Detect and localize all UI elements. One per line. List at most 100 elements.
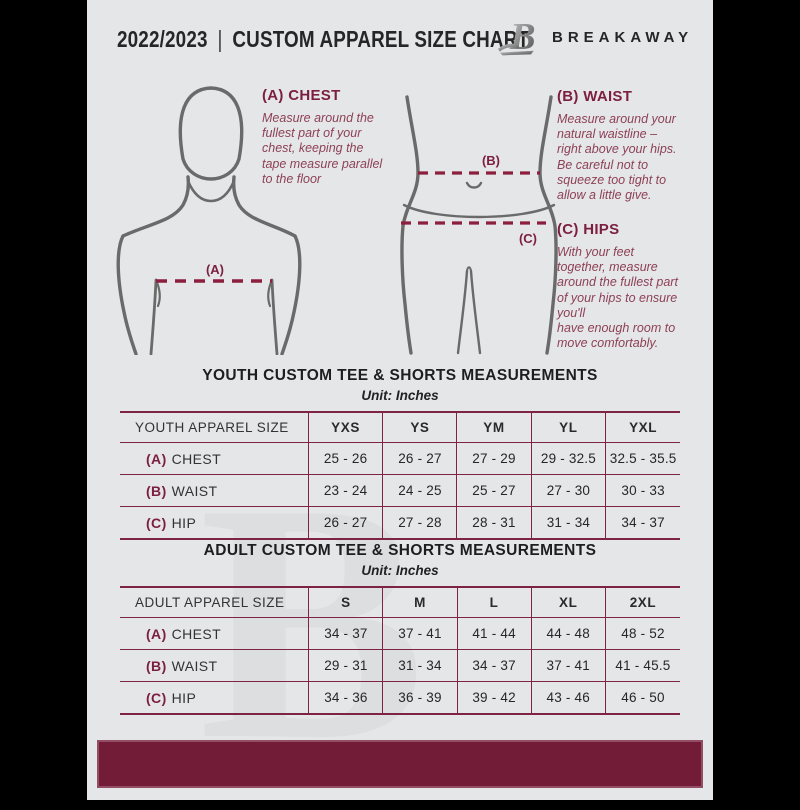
- title-separator: |: [217, 26, 223, 52]
- apparel-size-header: ADULT APPAREL SIZE: [135, 595, 285, 610]
- waist-instructions-title: (B) WAIST: [557, 88, 633, 105]
- measurement-label-cell: (C) HIP: [120, 682, 309, 715]
- size-column-header: M: [382, 587, 458, 618]
- size-range-cell: 36 - 39: [382, 681, 458, 714]
- row-label: WAIST: [171, 657, 218, 674]
- upper-body-diagram: (A): [116, 86, 302, 355]
- right-shoulder-outline: [231, 175, 297, 238]
- left-black-bar: [0, 0, 87, 800]
- size-range-cell: 41 - 44: [456, 617, 532, 650]
- size-range-cell: 26 - 27: [382, 442, 457, 475]
- waist-instructions-text: Measure around your natural waistline – …: [557, 112, 677, 203]
- adult-table-unit: Unit: Inches: [361, 563, 439, 578]
- measurement-label-cell: (C) HIP: [120, 507, 308, 540]
- measurement-label-cell: (A) CHEST: [120, 443, 308, 475]
- measurement-label-cell: (B) WAIST: [120, 650, 309, 682]
- size-column-header: L: [456, 587, 532, 618]
- size-range-cell: 37 - 41: [382, 617, 458, 650]
- measurement-row: (A) CHEST 25 - 26 26 - 27 27 - 29 29 - 32.5 32…: [120, 442, 680, 475]
- size-column-header: YXS: [307, 412, 383, 443]
- left-arm-outline: [116, 234, 138, 355]
- chest-instructions-text: Measure around the fullest part of your …: [262, 111, 383, 186]
- size-range-cell: 41 - 45.5: [604, 649, 680, 682]
- size-column-header: YXL: [605, 412, 680, 443]
- youth-table-unit: Unit: Inches: [361, 388, 439, 403]
- size-range-cell: 46 - 50: [604, 681, 680, 714]
- size-header-row: YOUTH APPAREL SIZE YXS YS YM YL YXL: [120, 412, 680, 443]
- crotch-cap: [466, 266, 472, 272]
- size-range-cell: 25 - 26: [307, 442, 383, 475]
- measurement-label-cell: (B) WAIST: [120, 475, 308, 507]
- size-range-cell: 39 - 42: [456, 681, 532, 714]
- hips-instructions-text: With your feet together, measure around …: [557, 245, 678, 351]
- size-range-cell: 24 - 25: [382, 474, 457, 507]
- size-range-cell: 32.5 - 35.5: [605, 442, 680, 475]
- measurement-row: (C) HIP 34 - 36 36 - 39 39 - 42 43 - 46 46 - 5…: [120, 681, 680, 715]
- row-label: WAIST: [171, 482, 218, 499]
- brand-lockup: B BREAKAWAY: [497, 15, 693, 59]
- size-column-header: XL: [530, 587, 606, 618]
- size-header-row: ADULT APPAREL SIZE S M L XL 2XL: [120, 587, 680, 618]
- breakaway-logo-icon: B: [498, 16, 536, 58]
- left-shoulder-outline: [121, 175, 191, 238]
- size-range-cell: 26 - 27: [307, 506, 383, 539]
- row-label: CHEST: [171, 450, 222, 467]
- size-range-cell: 43 - 46: [530, 681, 606, 714]
- hips-instructions-title: (C) HIPS: [557, 221, 620, 238]
- right-arm-outline: [280, 234, 302, 355]
- row-label: HIP: [171, 689, 197, 706]
- page-title: CUSTOM APPAREL SIZE CHART: [232, 26, 530, 52]
- row-key: (B): [146, 657, 167, 674]
- youth-table-title: YOUTH CUSTOM TEE & SHORTS MEASUREMENTS: [202, 367, 598, 384]
- collar-outline: [186, 179, 236, 203]
- size-range-cell: 37 - 41: [530, 649, 606, 682]
- size-range-cell: 25 - 27: [456, 474, 532, 507]
- measurement-row: (B) WAIST 29 - 31 31 - 34 34 - 37 37 - 41 41 -…: [120, 649, 680, 682]
- apparel-size-header: YOUTH APPAREL SIZE: [135, 420, 289, 435]
- left-torso-outline: [400, 95, 420, 355]
- row-key: (C): [146, 689, 167, 706]
- size-range-cell: 34 - 37: [456, 649, 532, 682]
- size-range-cell: 30 - 33: [605, 474, 680, 507]
- left-armpit-line: [149, 278, 158, 355]
- size-range-cell: 29 - 32.5: [530, 442, 606, 475]
- size-range-cell: 23 - 24: [307, 474, 383, 507]
- size-column-header: S: [308, 587, 383, 618]
- adult-table-title: ADULT CUSTOM TEE & SHORTS MEASUREMENTS: [203, 542, 597, 559]
- row-key: (B): [146, 482, 167, 499]
- size-range-cell: 31 - 34: [530, 506, 606, 539]
- size-range-cell: 34 - 37: [605, 506, 680, 539]
- size-range-cell: 27 - 30: [530, 474, 606, 507]
- waist-line-label: (B): [482, 153, 500, 168]
- size-chart-page: B 2022/2023 | CUSTOM APPAREL SIZE CHART B …: [87, 0, 713, 800]
- season-label: 2022/2023: [117, 26, 208, 52]
- size-column-header: 2XL: [604, 587, 680, 618]
- chest-line-label: (A): [206, 262, 224, 277]
- right-inner-leg-line: [469, 269, 482, 355]
- size-range-cell: 48 - 52: [604, 617, 680, 650]
- row-label: HIP: [171, 514, 197, 531]
- right-armpit-line: [270, 278, 279, 355]
- measurement-row: (B) WAIST 23 - 24 24 - 25 25 - 27 27 - 30 30 -…: [120, 474, 680, 507]
- head-outline: [178, 86, 244, 181]
- chest-instructions: (A) CHEST Measure around the fullest par…: [262, 87, 417, 187]
- footer-bar: [97, 740, 703, 788]
- chest-instructions-title: (A) CHEST: [262, 87, 341, 104]
- row-key: (C): [146, 514, 167, 531]
- size-column-header: YM: [456, 412, 532, 443]
- measurement-row: (C) HIP 26 - 27 27 - 28 28 - 31 31 - 34 34 - 3…: [120, 506, 680, 540]
- size-range-cell: 44 - 48: [530, 617, 606, 650]
- size-column-header: YS: [382, 412, 457, 443]
- hips-line-label: (C): [519, 231, 537, 246]
- size-range-cell: 31 - 34: [382, 649, 458, 682]
- adult-measurements-section: ADULT CUSTOM TEE & SHORTS MEASUREMENTS U…: [87, 542, 713, 715]
- left-inner-leg-line: [456, 269, 469, 355]
- waistband-curve: [402, 203, 556, 219]
- measurement-row: (A) CHEST 34 - 37 37 - 41 41 - 44 44 - 48 48 -…: [120, 617, 680, 650]
- youth-measurements-section: YOUTH CUSTOM TEE & SHORTS MEASUREMENTS U…: [87, 367, 713, 540]
- size-range-cell: 34 - 36: [308, 681, 383, 714]
- adult-size-table: ADULT APPAREL SIZE S M L XL 2XL (A) CHEST 34 - 3…: [120, 586, 680, 715]
- row-label: CHEST: [171, 625, 222, 642]
- youth-size-table: YOUTH APPAREL SIZE YXS YS YM YL YXL (A) CHEST 25…: [120, 411, 680, 540]
- row-key: (A): [146, 625, 167, 642]
